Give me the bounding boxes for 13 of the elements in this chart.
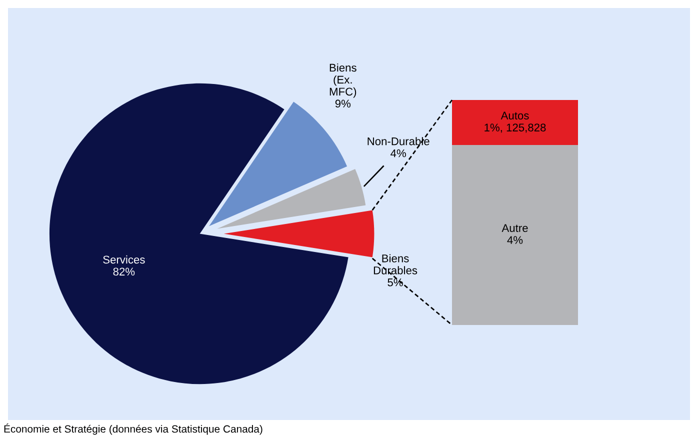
slice-label: Services xyxy=(103,255,145,264)
slice-label: Biens Durables xyxy=(374,254,418,274)
data-label: 4% xyxy=(390,149,406,158)
data-label: 82% xyxy=(113,268,135,276)
text: Économie et Stratégie (données via Statistique Canada) xyxy=(4,424,262,435)
series-label: Autos xyxy=(500,112,529,120)
slice-label: Biens (Ex. MFC) xyxy=(330,63,356,98)
slice-label: Non-Durable xyxy=(368,137,430,146)
series-label: Autre xyxy=(502,224,528,232)
data-label: 5% xyxy=(388,278,403,286)
data-label: 4% xyxy=(507,236,523,244)
data-label: 1%, 125,828 xyxy=(484,124,546,133)
data-label: 9% xyxy=(335,100,351,108)
